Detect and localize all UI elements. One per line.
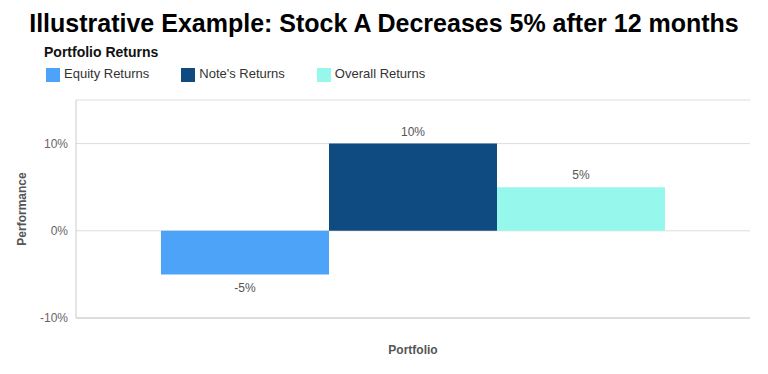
- svg-text:5%: 5%: [572, 168, 590, 182]
- svg-text:0%: 0%: [51, 224, 69, 238]
- svg-text:10%: 10%: [401, 125, 425, 139]
- html-text:Portfolio Returns: Portfolio Returns: [44, 44, 159, 60]
- html-text:Equity Returns: Equity Returns: [64, 66, 150, 81]
- svg-text:Performance: Performance: [15, 172, 29, 246]
- html-text:Note's Returns: Note's Returns: [199, 66, 285, 81]
- svg-text:-10%: -10%: [40, 311, 68, 325]
- html-text:Overall Returns: Overall Returns: [334, 66, 426, 81]
- svg-text:-5%: -5%: [234, 281, 256, 295]
- svg-text:Portfolio: Portfolio: [388, 343, 437, 357]
- html-text:Illustrative Example: Stock A: Illustrative Example: Stock A Decreases …: [29, 9, 739, 37]
- svg-text:10%: 10%: [44, 137, 68, 151]
